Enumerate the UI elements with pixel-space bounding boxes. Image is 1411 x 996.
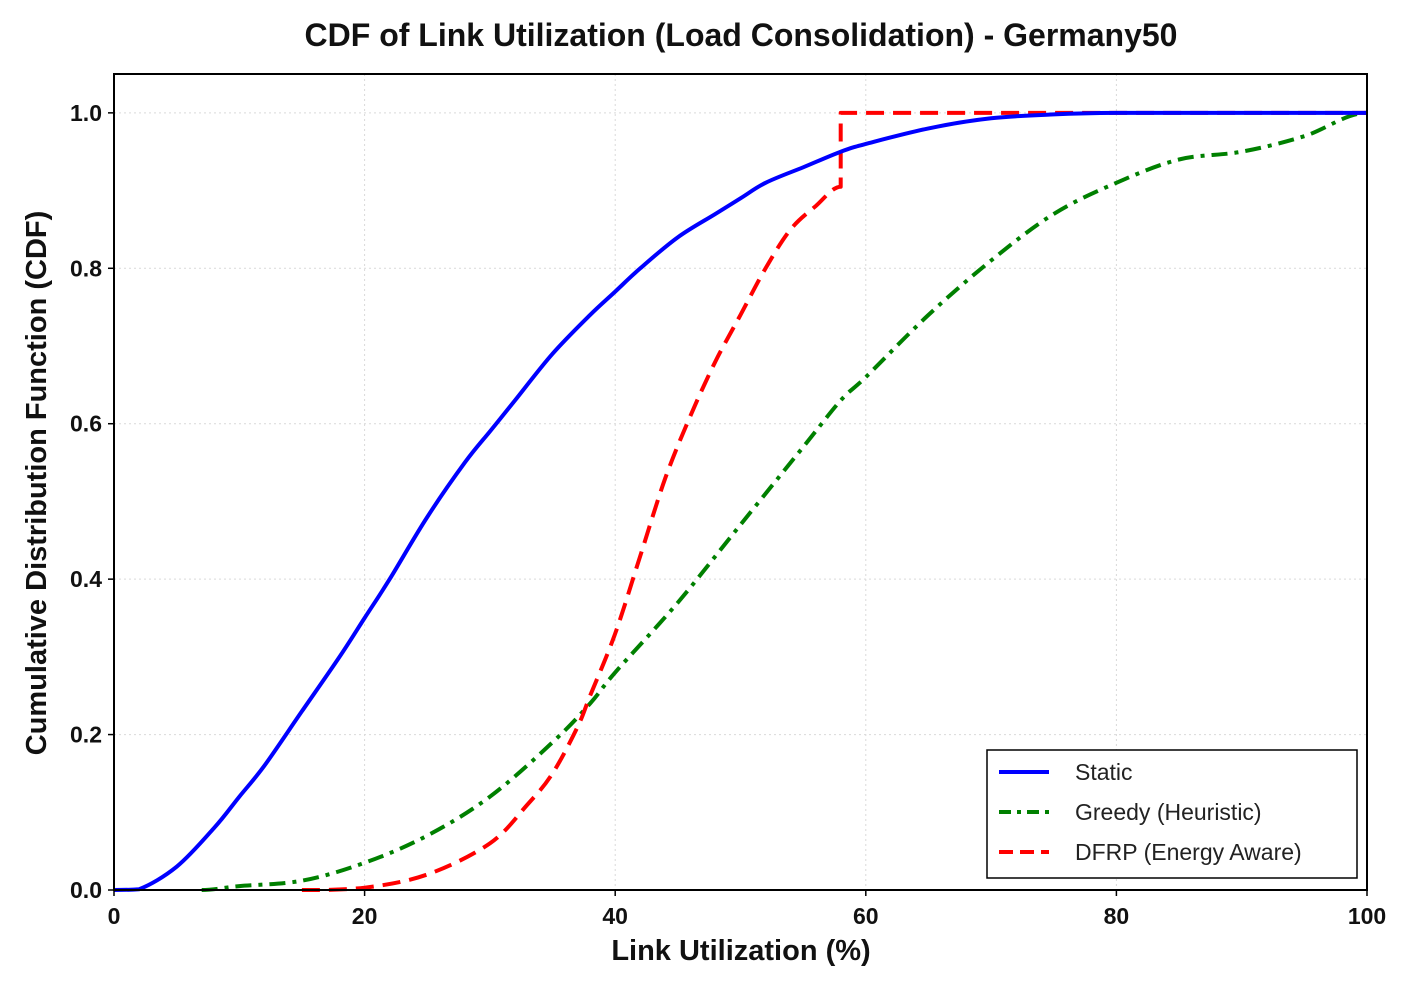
y-tick-label: 1.0 xyxy=(70,100,102,126)
y-tick-label: 0.0 xyxy=(70,877,102,903)
tick-layer: 0 20 40 60 80 100 0.0 0.2 0.4 0.6 0.8 1.0 xyxy=(70,100,1386,929)
x-tick-label: 20 xyxy=(352,903,378,929)
y-tick-label: 0.8 xyxy=(70,255,102,281)
y-tick-label: 0.2 xyxy=(70,722,102,748)
series-layer xyxy=(113,110,1368,892)
x-tick-label: 100 xyxy=(1348,903,1386,929)
series-line-greedy-heuristic xyxy=(201,110,1368,892)
x-tick-label: 40 xyxy=(602,903,628,929)
y-tick-label: 0.6 xyxy=(70,411,102,437)
x-tick-label: 0 xyxy=(108,903,121,929)
legend-label: Static xyxy=(1075,759,1133,785)
y-tick-label: 0.4 xyxy=(70,566,102,592)
plot-frame xyxy=(113,73,1368,891)
chart-title: CDF of Link Utilization (Load Consolidat… xyxy=(305,17,1178,53)
y-axis-label: Cumulative Distribution Function (CDF) xyxy=(21,211,53,756)
x-axis-label: Link Utilization (%) xyxy=(611,935,870,967)
x-tick-label: 60 xyxy=(853,903,879,929)
series-line-dfrp-energy-aware xyxy=(301,110,1367,892)
legend-label: DFRP (Energy Aware) xyxy=(1075,839,1302,865)
legend-label: Greedy (Heuristic) xyxy=(1075,799,1262,825)
x-tick-label: 80 xyxy=(1104,903,1130,929)
series-line-static xyxy=(113,110,1367,892)
legend: Static Greedy (Heuristic) DFRP (Energy Awa… xyxy=(986,749,1358,879)
